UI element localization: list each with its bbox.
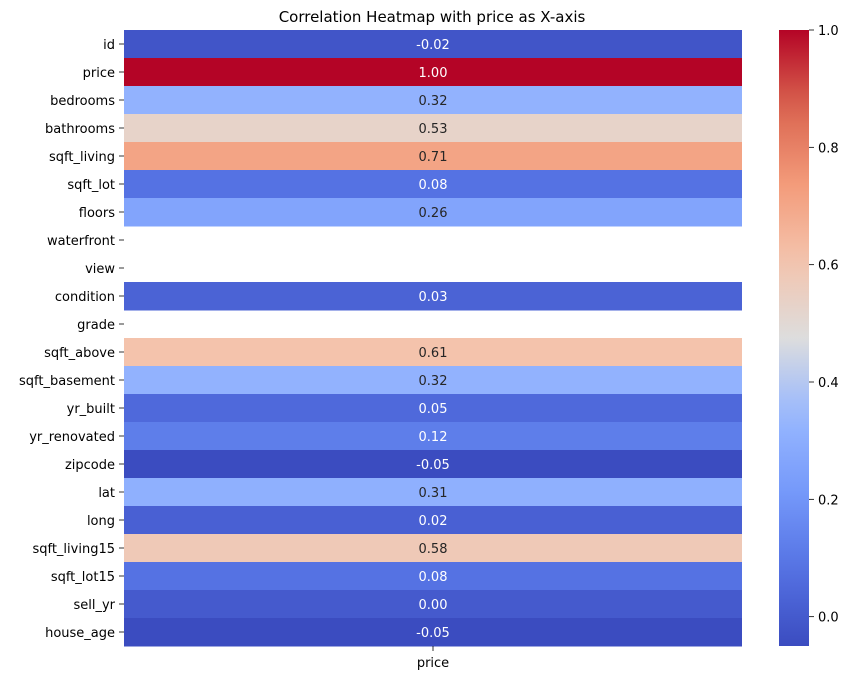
row-label: long [87, 514, 115, 529]
colorbar-tick-label: 0.6 [818, 259, 839, 274]
heatmap-cell [124, 590, 742, 619]
cell-value-label: 0.03 [419, 290, 448, 305]
cell-value-label: 1.00 [419, 66, 448, 81]
cell-value-label: 0.32 [419, 94, 448, 109]
column-labels: price [417, 646, 449, 671]
row-label: waterfront [47, 234, 115, 249]
row-label: lat [98, 486, 115, 501]
heatmap-cell [124, 142, 742, 171]
row-label: yr_renovated [29, 430, 115, 445]
heatmap-cell [124, 338, 742, 367]
cell-value-label: 0.32 [419, 374, 448, 389]
row-labels: id price bedrooms bathrooms sqft_living sqft_… [19, 38, 124, 641]
cell-value-label: 0.12 [419, 430, 448, 445]
heatmap-cell [124, 562, 742, 591]
row-label: sqft_living15 [32, 542, 115, 557]
cell-value-label: 0.58 [419, 542, 448, 557]
colorbar-tick-label: 0.4 [818, 376, 839, 391]
row-label: sqft_living [49, 150, 115, 165]
cell-value-label: -0.05 [416, 626, 450, 641]
row-label: bathrooms [45, 122, 115, 137]
heatmap-cell [124, 450, 742, 479]
colorbar-gradient [779, 30, 809, 646]
heatmap-cell [124, 366, 742, 395]
heatmap-cell [124, 506, 742, 535]
cell-value-label: 0.08 [419, 570, 448, 585]
row-label: sqft_lot15 [51, 570, 115, 585]
row-label: id [103, 38, 115, 53]
chart-title: Correlation Heatmap with price as X-axis [279, 8, 586, 26]
cell-value-label: -0.02 [416, 38, 450, 53]
heatmap-cell [124, 422, 742, 451]
colorbar-tick-label: 1.0 [818, 24, 839, 39]
heatmap-cell [124, 394, 742, 423]
row-label: price [83, 66, 115, 81]
row-label: sqft_lot [67, 178, 115, 193]
cell-value-label: 0.05 [419, 402, 448, 417]
cell-value-label: -0.05 [416, 458, 450, 473]
heatmap-cells: -0.02 1.00 0.32 0.53 0.71 0.08 0.26 0.03 0.61 0.3… [124, 30, 742, 647]
row-label: zipcode [65, 458, 115, 473]
heatmap-cell [124, 58, 742, 87]
row-label: yr_built [67, 402, 115, 417]
row-label: sqft_above [44, 346, 115, 361]
cell-value-label: 0.61 [419, 346, 448, 361]
cell-value-label: 0.00 [419, 598, 448, 613]
heatmap-cell [124, 282, 742, 311]
colorbar-tick-label: 0.0 [818, 611, 839, 626]
heatmap-cell [124, 534, 742, 563]
cell-value-label: 0.02 [419, 514, 448, 529]
column-label: price [417, 656, 449, 671]
heatmap-cell [124, 114, 742, 143]
row-label: condition [55, 290, 115, 305]
row-label: grade [77, 318, 115, 333]
cell-value-label: 0.53 [419, 122, 448, 137]
row-label: bedrooms [50, 94, 115, 109]
row-label: floors [79, 206, 115, 221]
cell-value-label: 0.71 [419, 150, 448, 165]
cell-value-label: 0.31 [419, 486, 448, 501]
heatmap-cell [124, 198, 742, 227]
heatmap-cell [124, 30, 742, 59]
heatmap-cell [124, 478, 742, 507]
heatmap-cell [124, 170, 742, 199]
cell-value-label: 0.08 [419, 178, 448, 193]
row-label: view [85, 262, 115, 277]
row-label: sell_yr [73, 598, 115, 613]
row-label: house_age [45, 626, 115, 641]
colorbar-tick-label: 0.2 [818, 493, 839, 508]
heatmap-cell [124, 86, 742, 115]
heatmap-cell [124, 618, 742, 647]
colorbar: 0.0 0.2 0.4 0.6 0.8 1.0 [779, 24, 839, 646]
cell-value-label: 0.26 [419, 206, 448, 221]
row-label: sqft_basement [19, 374, 115, 389]
colorbar-tick-label: 0.8 [818, 141, 839, 156]
